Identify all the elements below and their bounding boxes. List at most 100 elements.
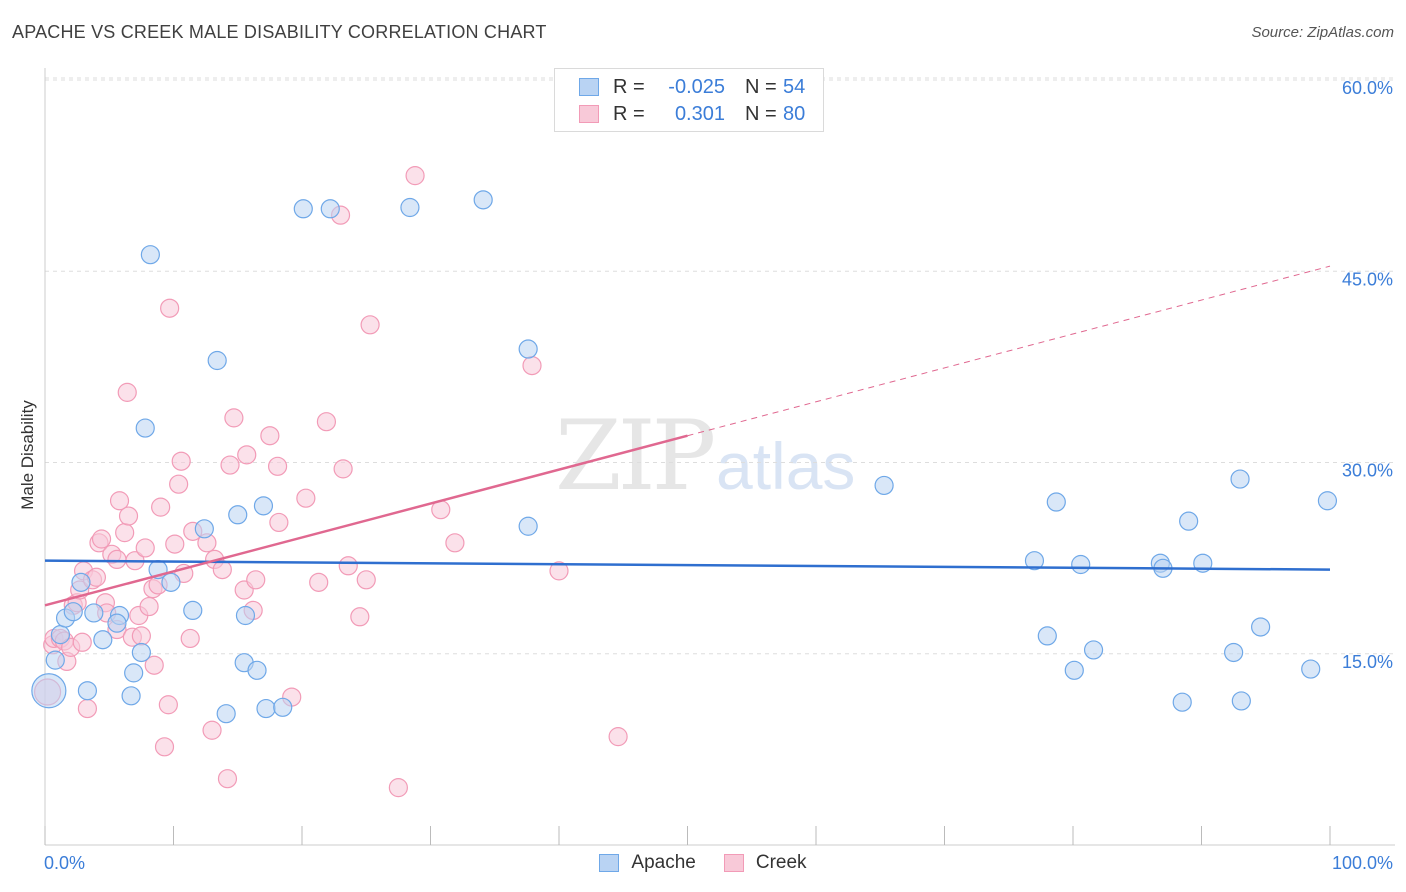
grid-lines [45, 77, 1395, 655]
series-legend: Apache Creek [0, 852, 1406, 874]
chart-source: Source: ZipAtlas.com [1251, 24, 1394, 41]
x-tick-label: 0.0% [44, 853, 85, 873]
watermark-zip: ZIP [555, 400, 716, 512]
creek-point [260, 426, 280, 446]
axes [44, 68, 1395, 846]
creek-point [217, 769, 238, 789]
apache-point [1230, 469, 1250, 489]
correlation-legend: R = -0.025 N = 54 R = 0.301 N = 80 [554, 68, 824, 132]
creek-point [445, 533, 465, 553]
legend-item-apache[interactable]: Apache [599, 852, 696, 874]
creek-point [154, 737, 175, 757]
apache-point [1083, 640, 1104, 660]
watermark-atlas: atlas [716, 429, 856, 503]
r-label: R = [613, 102, 645, 125]
creek-point [608, 727, 628, 747]
creek-points [33, 166, 628, 798]
apache-point [228, 505, 248, 525]
apache-point [161, 572, 181, 592]
creek-point [171, 451, 191, 471]
creek-point [202, 720, 222, 740]
creek-point [115, 523, 135, 543]
apache-point [31, 673, 67, 709]
apache-point [256, 698, 276, 719]
creek-point [360, 315, 380, 335]
creek-point [350, 607, 370, 627]
apache-point [50, 625, 71, 645]
apache-point [400, 197, 420, 218]
y-axis-label: Male Disability [18, 400, 37, 510]
creek-point [158, 695, 178, 715]
n-value: 54 [783, 75, 806, 98]
creek-point [107, 549, 127, 570]
apache-point [1024, 551, 1045, 571]
creek-point [405, 166, 425, 186]
apache-point [1179, 511, 1199, 531]
apache-point [216, 704, 236, 724]
apache-point [77, 681, 98, 701]
creek-point [180, 628, 200, 649]
creek-trend-extension [687, 265, 1331, 437]
creek-point [224, 408, 244, 428]
creek-point [212, 559, 232, 580]
apache-point [874, 475, 894, 496]
creek-point [77, 698, 98, 719]
n-value: 80 [783, 102, 806, 125]
legend-label-apache: Apache [631, 852, 696, 873]
apache-point [71, 572, 91, 592]
creek-point [333, 459, 353, 479]
r-label: R = [613, 75, 645, 98]
y-tick-label: 30.0% [1342, 461, 1393, 481]
tick-labels: 15.0% 30.0% 45.0% 60.0% 0.0% 100.0% [44, 78, 1393, 873]
apache-point [518, 339, 538, 359]
creek-point [131, 626, 151, 646]
legend-row-apache: R = -0.025 N = 54 [579, 74, 805, 100]
apache-point [1231, 691, 1251, 711]
apache-point [194, 519, 214, 539]
apache-point [1046, 492, 1066, 512]
apache-point [1037, 626, 1057, 646]
creek-point [117, 382, 137, 402]
apache-point [518, 516, 538, 536]
creek-point [522, 356, 542, 376]
creek-trend-line [44, 434, 688, 607]
apache-point [293, 199, 313, 219]
apache-point [63, 602, 83, 622]
creek-swatch [579, 105, 599, 123]
r-value: -0.025 [668, 75, 725, 98]
creek-swatch [723, 854, 744, 872]
creek-point [356, 570, 376, 590]
creek-point [109, 491, 130, 511]
creek-point [144, 655, 164, 675]
creek-point [246, 570, 266, 590]
creek-point [151, 497, 171, 517]
apache-point [473, 190, 493, 210]
apache-point [140, 245, 160, 265]
legend-item-creek[interactable]: Creek [723, 852, 807, 874]
creek-point [220, 455, 240, 475]
y-tick-label: 15.0% [1342, 652, 1393, 672]
creek-point [72, 632, 92, 652]
n-label: N = [745, 102, 777, 125]
y-tick-label: 60.0% [1342, 78, 1393, 98]
apache-point [1172, 692, 1192, 712]
apache-point [247, 660, 267, 680]
creek-point [296, 488, 316, 508]
legend-row-creek: R = 0.301 N = 80 [579, 101, 805, 127]
creek-point [135, 538, 155, 558]
creek-point [139, 596, 159, 617]
creek-point [91, 529, 112, 549]
y-tick-label: 45.0% [1342, 269, 1393, 289]
creek-point [549, 561, 569, 581]
apache-swatch [579, 78, 599, 96]
apache-point [273, 697, 293, 717]
chart-title: APACHE VS CREEK MALE DISABILITY CORRELAT… [12, 22, 547, 42]
r-value: 0.301 [674, 102, 725, 125]
creek-point [160, 298, 180, 318]
creek-point [309, 572, 329, 592]
creek-point [267, 456, 288, 476]
apache-point [1251, 617, 1271, 637]
creek-point [269, 512, 289, 533]
apache-point [183, 600, 203, 621]
